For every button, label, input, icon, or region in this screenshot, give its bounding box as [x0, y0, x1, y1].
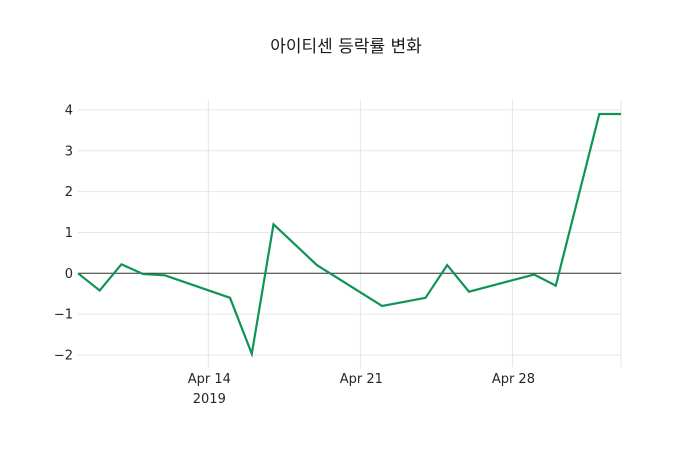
x-tick-label: Apr 21 [340, 372, 383, 387]
y-gridlines [78, 109, 621, 356]
x-tick-label: 2019 [193, 392, 226, 407]
x-gridlines [207, 100, 622, 367]
y-axis-tick-labels: 4 3 2 1 0 −1 −2 [54, 103, 73, 363]
y-tick-label: 2 [65, 185, 73, 200]
y-tick-label: 1 [65, 226, 73, 241]
chart-title: 아이티센 등락률 변화 [270, 37, 422, 57]
series-line [77, 112, 621, 358]
y-tick-label: 4 [65, 103, 73, 118]
y-tick-label: −1 [54, 308, 73, 323]
y-tick-label: 0 [65, 267, 73, 282]
x-tick-label: Apr 14 [188, 372, 231, 387]
x-tick-label: Apr 28 [492, 372, 535, 387]
y-tick-label: 3 [65, 144, 73, 159]
x-axis-tick-labels: Apr 14 2019 Apr 21 Apr 28 [188, 372, 535, 407]
y-tick-label: −2 [54, 349, 73, 364]
